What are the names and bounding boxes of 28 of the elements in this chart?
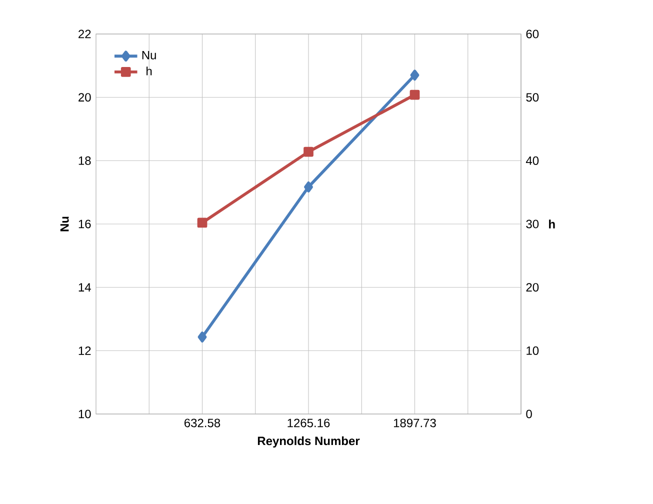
y-tick-label: 16 [78, 220, 91, 228]
y2-tick-label: 20 [526, 283, 539, 292]
point [410, 70, 420, 81]
x-tick-label: 1265.16 [288, 418, 330, 428]
y2-tick-label: 30 [526, 220, 539, 228]
y2-tick-label: 50 [526, 93, 539, 102]
legend-label: Nu [142, 51, 156, 60]
y-tick-label: 14 [78, 283, 91, 292]
x-tick-label: 632.58 [184, 418, 220, 428]
point [197, 218, 208, 228]
y-tick-label: 10 [78, 410, 91, 418]
y2-tick-label: 60 [526, 30, 539, 38]
point [304, 181, 313, 192]
x-tick-label: 1897.73 [394, 418, 436, 428]
y-tick-label: 20 [78, 93, 91, 102]
y2-axis-title: h [549, 220, 555, 228]
x-axis-title: Reynolds Number [258, 436, 360, 448]
y2-tick-label: 0 [526, 410, 532, 418]
point [198, 332, 207, 343]
y-tick-label: 18 [78, 156, 91, 165]
y-tick-label: 22 [78, 30, 91, 38]
y2-tick-label: 10 [526, 346, 539, 355]
point [410, 90, 420, 100]
point [304, 146, 314, 157]
y2-tick-label: 40 [526, 156, 539, 165]
y-tick-label: 12 [78, 346, 91, 355]
legend-label: h [146, 66, 152, 76]
y-axis-title: Nu [60, 216, 69, 232]
